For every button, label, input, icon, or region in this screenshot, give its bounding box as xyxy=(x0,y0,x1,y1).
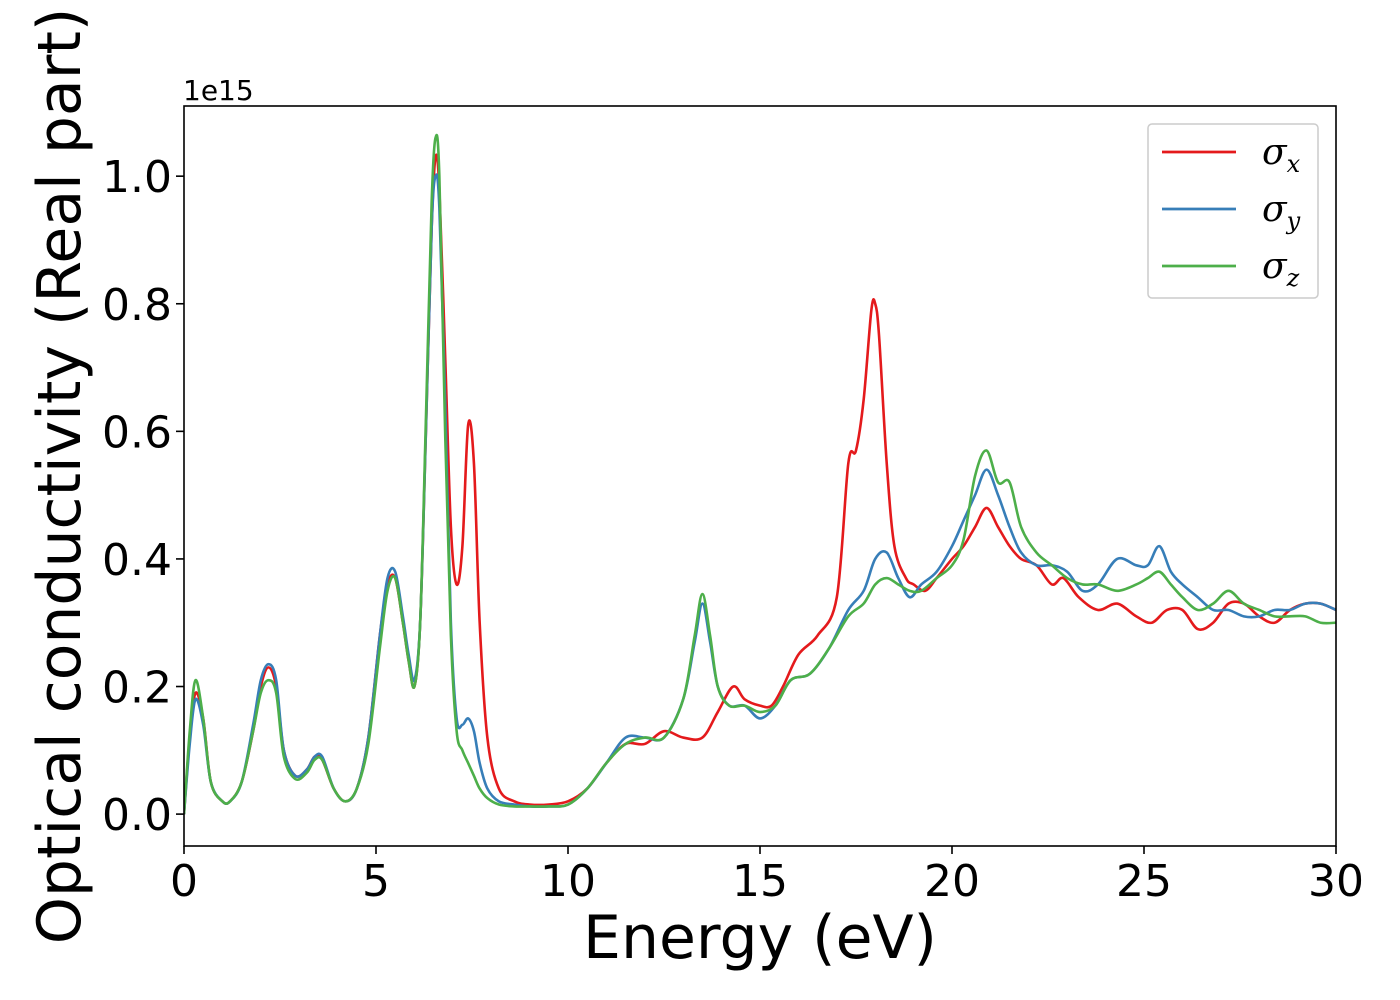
y-tick-label: 0.4 xyxy=(102,535,172,586)
x-axis-ticks: 0 5 10 15 20 25 30 xyxy=(170,846,1364,907)
series-line-z xyxy=(184,133,1336,815)
x-tick-label: 30 xyxy=(1308,856,1364,907)
y-offset-label: 1e15 xyxy=(183,74,254,107)
y-tick-label: 1.0 xyxy=(102,152,172,203)
x-axis-title: Energy (eV) xyxy=(583,903,937,973)
y-tick-label: 0.6 xyxy=(102,407,172,458)
y-axis-ticks: 0.0 0.2 0.4 0.6 0.8 1.0 xyxy=(102,152,184,841)
legend-box xyxy=(1147,123,1319,299)
x-tick-label: 0 xyxy=(170,856,198,907)
x-tick-label: 10 xyxy=(540,856,596,907)
y-axis-title: Optical conductivity (Real part) xyxy=(25,8,95,945)
x-tick-label: 20 xyxy=(924,856,980,907)
y-tick-label: 0.2 xyxy=(102,663,172,714)
x-tick-label: 15 xyxy=(732,856,788,907)
x-tick-label: 25 xyxy=(1116,856,1172,907)
series-group xyxy=(184,133,1336,815)
y-tick-label: 0.8 xyxy=(102,280,172,331)
y-tick-label: 0.0 xyxy=(102,790,172,841)
x-tick-label: 5 xyxy=(362,856,390,907)
